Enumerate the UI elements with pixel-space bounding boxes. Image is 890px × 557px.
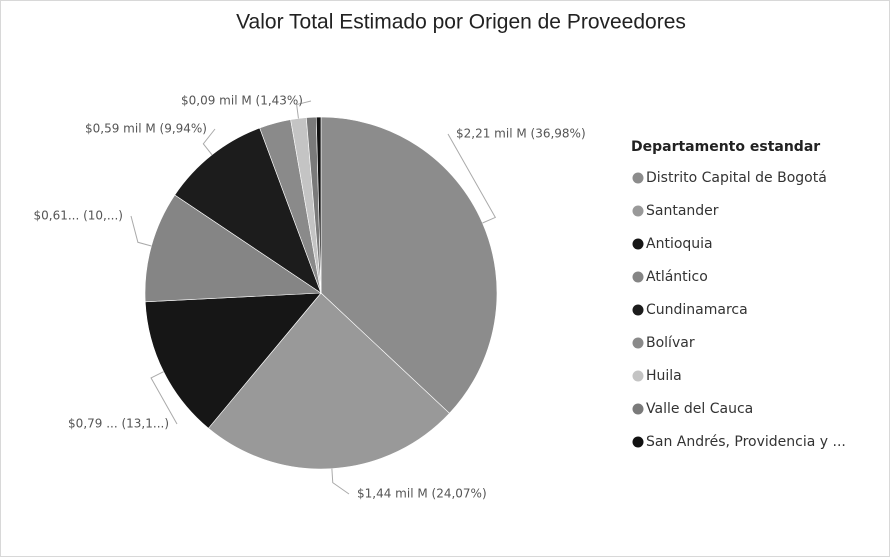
legend-marker [632, 436, 644, 448]
pie-slice [320, 116, 498, 414]
leader-line [150, 371, 178, 425]
legend-label: Antioquia [646, 236, 713, 252]
pie-slice [144, 194, 322, 303]
data-label: $0,79 ... (13,1...) [68, 417, 169, 431]
legend-label: Atlántico [646, 269, 708, 285]
pie-slice [174, 127, 322, 294]
legend-label: Distrito Capital de Bogotá [646, 170, 827, 186]
legend-marker [632, 205, 644, 217]
legend-label: Santander [646, 203, 719, 219]
legend-marker [632, 370, 644, 382]
legend-marker [632, 337, 644, 349]
legend-label: Cundinamarca [646, 302, 748, 318]
data-label: $0,61... (10,...) [33, 209, 123, 223]
data-label: $0,09 mil M (1,43%) [181, 94, 303, 108]
legend-label: Huila [646, 368, 682, 384]
legend-label: Bolívar [646, 335, 695, 351]
legend-marker [632, 304, 644, 316]
leader-line [296, 100, 312, 119]
data-label: $2,21 mil M (36,98%) [456, 127, 586, 141]
data-label: $0,59 mil M (9,94%) [85, 122, 207, 136]
legend-label: San Andrés, Providencia y ... [646, 434, 846, 450]
legend-label: Valle del Cauca [646, 401, 753, 417]
pie-slice [207, 292, 450, 470]
chart-title: Valor Total Estimado por Origen de Prove… [236, 11, 686, 34]
leader-line [202, 128, 216, 156]
legend-marker [632, 403, 644, 415]
legend-marker [632, 172, 644, 184]
legend-marker [632, 271, 644, 283]
legend-marker [632, 238, 644, 250]
data-label: $1,44 mil M (24,07%) [357, 487, 487, 501]
leader-line [447, 133, 497, 224]
leader-line [331, 468, 350, 495]
leader-line [130, 215, 152, 247]
legend-title: Departamento estandar [631, 139, 820, 155]
pie-slice [315, 116, 322, 294]
